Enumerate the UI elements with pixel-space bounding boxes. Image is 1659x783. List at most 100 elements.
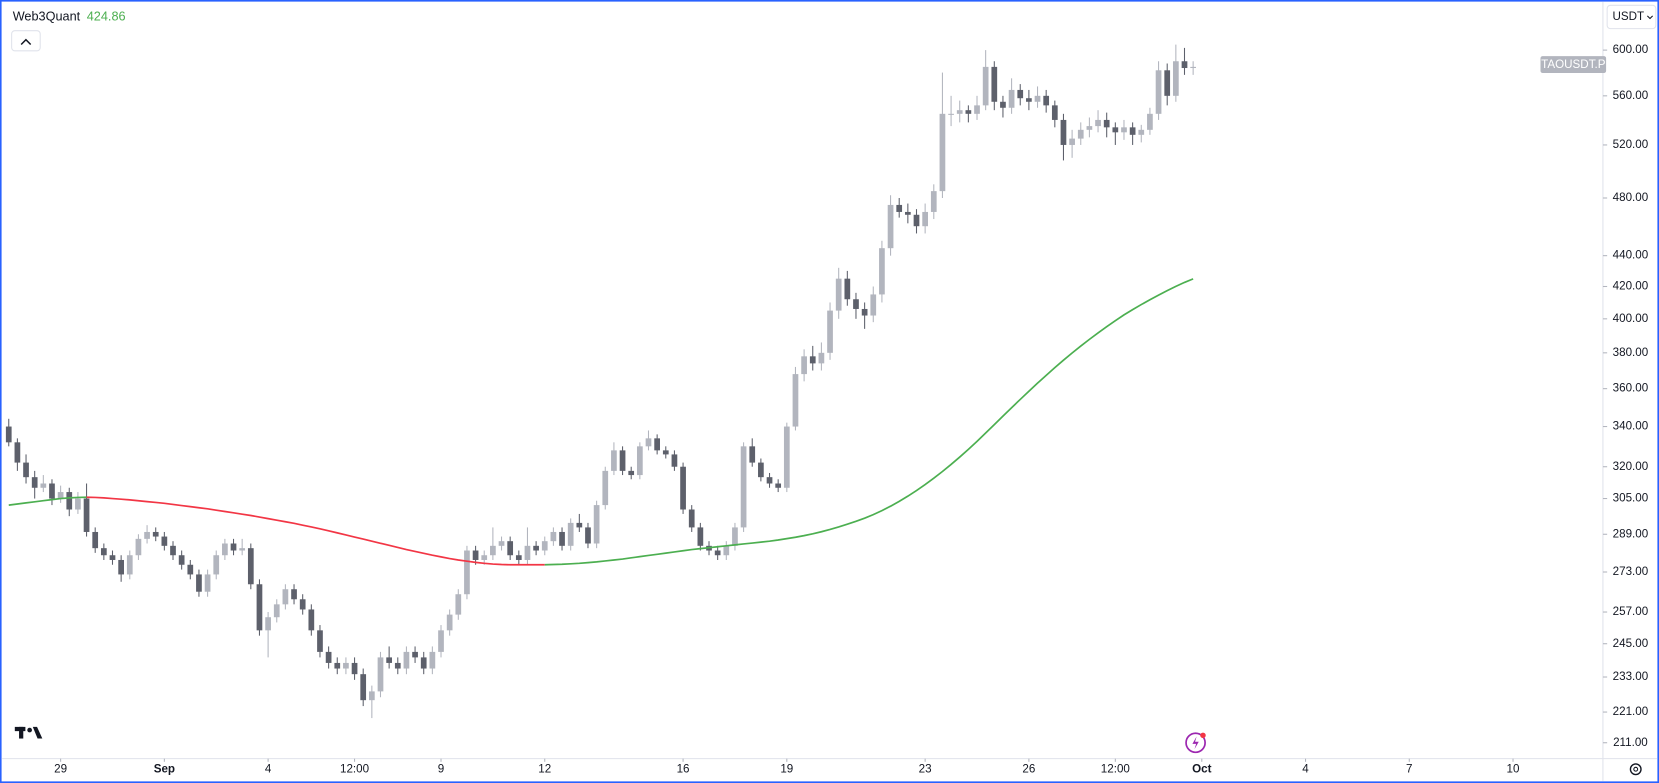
candle-body xyxy=(187,564,194,575)
x-tick-label: 7 xyxy=(1406,762,1412,775)
candle-body xyxy=(904,211,911,215)
candle-body xyxy=(896,204,903,212)
candle-body xyxy=(490,545,496,556)
replay-icon[interactable] xyxy=(1185,732,1206,754)
candle-body xyxy=(92,531,99,549)
x-tick-label: 9 xyxy=(438,762,444,775)
candle-body xyxy=(887,204,894,249)
candle-body xyxy=(343,662,349,669)
candle-body xyxy=(308,609,315,631)
x-tick-label: 12 xyxy=(538,762,551,775)
y-tick-label: 289.00 xyxy=(1613,527,1649,540)
candle-body xyxy=(913,214,920,227)
candle-body xyxy=(645,438,652,447)
candle-body xyxy=(291,589,297,600)
candle-body xyxy=(394,662,401,669)
candle-body xyxy=(239,548,246,551)
candle-body xyxy=(109,555,116,560)
candle-body xyxy=(317,630,323,652)
indicator-value: 424.86 xyxy=(87,9,126,23)
candle-body xyxy=(49,483,55,499)
settings-icon[interactable] xyxy=(1629,763,1642,776)
y-tick-label: 273.00 xyxy=(1613,565,1649,578)
candle-body xyxy=(282,589,289,605)
candle-body xyxy=(792,374,799,427)
candle-body xyxy=(861,308,868,316)
candle-body xyxy=(567,522,574,546)
candle-body xyxy=(654,438,660,451)
currency-button[interactable]: USDT xyxy=(1606,4,1657,30)
x-tick-label: Oct xyxy=(1192,762,1212,775)
candle-body xyxy=(1069,138,1075,145)
candle-body xyxy=(1155,70,1162,114)
candle-body xyxy=(939,113,946,192)
y-tick-label: 360.00 xyxy=(1613,382,1649,395)
tv-logo xyxy=(14,726,43,739)
candle-body xyxy=(118,559,124,575)
x-tick-label: 29 xyxy=(54,762,67,775)
candle-body xyxy=(1034,95,1041,102)
y-tick-label: 560.00 xyxy=(1613,89,1649,102)
candle-body xyxy=(593,505,600,544)
candle-body xyxy=(412,651,418,658)
y-tick-label: 305.00 xyxy=(1613,492,1649,505)
candle-body xyxy=(446,614,453,631)
candle-body xyxy=(1112,127,1119,133)
candle-body xyxy=(247,548,254,585)
candle-body xyxy=(749,446,756,463)
candle-body xyxy=(1164,70,1171,96)
candle-body xyxy=(835,278,842,311)
candle-body xyxy=(671,454,678,467)
candle-body xyxy=(265,617,271,631)
candle-body xyxy=(541,541,548,551)
candle-body xyxy=(100,548,107,556)
x-tick-label: 12:00 xyxy=(340,762,370,775)
x-tick-label: 16 xyxy=(677,762,690,775)
candle-body xyxy=(75,498,81,510)
x-tick-label: 12:00 xyxy=(1101,762,1131,775)
candle-body xyxy=(922,211,928,227)
candle-body xyxy=(66,492,73,510)
candle-body xyxy=(853,299,859,309)
candle-body xyxy=(1017,89,1024,99)
candle-body xyxy=(23,462,29,478)
candle-body xyxy=(1172,61,1179,96)
candle-body xyxy=(222,543,228,556)
candle-body xyxy=(930,191,937,212)
candle-body xyxy=(14,442,21,463)
candle-body xyxy=(662,450,669,455)
candle-body xyxy=(178,555,185,565)
y-tick-label: 380.00 xyxy=(1613,346,1649,359)
y-tick-label: 245.00 xyxy=(1613,637,1649,650)
candle-body xyxy=(783,426,790,488)
candle-body xyxy=(585,527,591,544)
candle-body xyxy=(801,356,807,375)
candle-body xyxy=(1095,119,1101,127)
candle-body xyxy=(602,470,609,506)
candle-body xyxy=(533,545,539,551)
candle-body xyxy=(351,662,358,675)
candle-body xyxy=(481,555,488,560)
candle-body xyxy=(809,356,816,364)
y-tick-label: 257.00 xyxy=(1613,605,1649,618)
candle-body xyxy=(213,555,220,575)
candle-body xyxy=(619,450,626,471)
candle-body xyxy=(1190,66,1196,69)
candle-body xyxy=(1138,129,1145,135)
symbol-badge xyxy=(1540,56,1607,74)
candle-body xyxy=(230,543,237,551)
moving-average xyxy=(8,496,87,506)
candle-body xyxy=(948,113,954,115)
collapse-button[interactable] xyxy=(11,30,41,52)
candle-body xyxy=(758,462,764,478)
x-tick-label: 19 xyxy=(780,762,793,775)
candle-body xyxy=(723,545,730,556)
candle-body xyxy=(420,657,427,669)
currency: USDT xyxy=(1612,10,1644,23)
candle-body xyxy=(974,105,980,114)
candle-body xyxy=(5,426,12,443)
candle-body xyxy=(965,110,972,114)
candle-body xyxy=(1129,127,1136,135)
candle-body xyxy=(550,531,557,542)
candle-body xyxy=(1051,105,1058,120)
